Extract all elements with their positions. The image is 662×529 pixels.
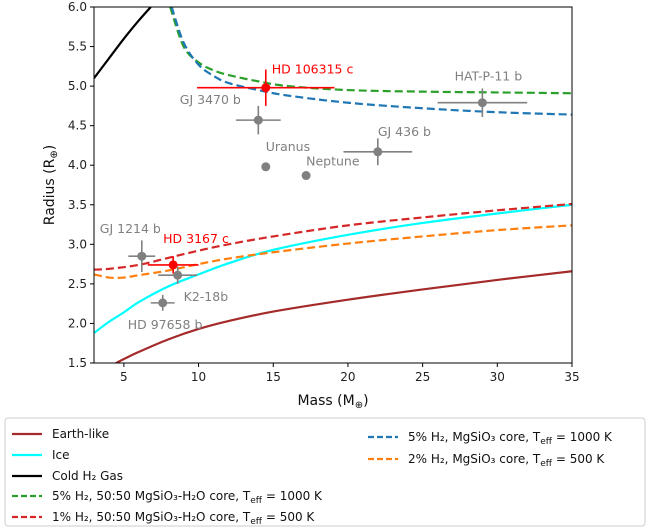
planet-label: HD 3167 c	[163, 231, 229, 246]
y-axis-label: Radius (R⊕)	[42, 145, 60, 225]
planet-label: Neptune	[306, 154, 360, 169]
legend-label: Ice	[52, 448, 70, 462]
legend-item-4: 1% H₂, 50:50 MgSiO₃-H₂O core, Teff = 500…	[12, 510, 315, 527]
model-curve-4	[94, 202, 572, 271]
planet-label: Uranus	[266, 139, 310, 154]
planet-points: HD 106315 c HAT-P-11 b GJ 3470 b GJ 436 b Ur…	[100, 62, 528, 332]
y-tick-label: 2.0	[68, 316, 87, 330]
planet-hd-3167-c: HD 3167 c	[147, 231, 229, 274]
planet-point	[168, 260, 178, 270]
legend: Earth-like Ice Cold H₂ Gas 5% H₂, 50:50 MgS…	[4, 417, 646, 527]
model-curve-1	[94, 203, 572, 334]
y-tick-label: 1.5	[68, 356, 87, 370]
planet-label: GJ 436 b	[378, 124, 431, 139]
planet-point	[373, 147, 383, 157]
planet-label: K2-18b	[184, 289, 229, 304]
planet-hd-106315-c: HD 106315 c	[197, 62, 353, 106]
legend-item-6: 2% H₂, MgSiO₃ core, Teff = 500 K	[368, 452, 605, 469]
x-tick-label: 5	[120, 370, 128, 384]
planet-point	[158, 298, 168, 308]
planet-point	[253, 115, 263, 125]
legend-item-0: Earth-like	[12, 427, 109, 441]
planet-point	[301, 171, 311, 181]
legend-box	[4, 417, 646, 527]
planet-hd-97658-b: HD 97658 b	[128, 294, 203, 332]
planet-gj-436-b: GJ 436 b	[343, 124, 431, 166]
legend-label: 5% H₂, MgSiO₃ core, Teff = 1000 K	[408, 430, 613, 447]
planet-label: GJ 1214 b	[100, 221, 161, 236]
y-tick-label: 5.0	[68, 79, 87, 93]
planet-point	[261, 162, 271, 172]
legend-label: Cold H₂ Gas	[52, 469, 123, 483]
x-axis-ticks: 5 10 15 20 25 30 35	[120, 363, 580, 384]
legend-item-1: Ice	[12, 448, 70, 462]
planet-hat-p-11-b: HAT-P-11 b	[437, 69, 528, 117]
x-axis-label: Mass (M⊕)	[297, 393, 368, 411]
y-tick-label: 4.0	[68, 158, 87, 172]
legend-label: 2% H₂, MgSiO₃ core, Teff = 500 K	[408, 452, 605, 469]
planet-neptune: Neptune	[301, 154, 360, 181]
planet-uranus: Uranus	[261, 139, 310, 172]
planet-k2-18b: K2-18b	[158, 266, 228, 304]
planet-label: HD 106315 c	[272, 62, 354, 77]
x-tick-label: 10	[191, 370, 206, 384]
planet-point	[173, 270, 183, 280]
legend-label: 1% H₂, 50:50 MgSiO₃-H₂O core, Teff = 500…	[52, 510, 315, 527]
planet-gj-1214-b: GJ 1214 b	[100, 221, 161, 273]
legend-item-5: 5% H₂, MgSiO₃ core, Teff = 1000 K	[368, 430, 613, 447]
planet-label: HAT-P-11 b	[455, 69, 523, 84]
x-tick-label: 35	[564, 370, 579, 384]
y-axis-ticks: 1.5 2.0 2.5 3.0 3.5 4.0 4.5 5.0 5.5 6.0	[68, 0, 94, 370]
planet-label: GJ 3470 b	[180, 92, 241, 107]
legend-label: 5% H₂, 50:50 MgSiO₃-H₂O core, Teff = 100…	[52, 489, 323, 506]
model-curves	[94, 7, 572, 363]
planet-point	[137, 251, 147, 261]
planet-point	[261, 83, 271, 93]
planet-label: HD 97658 b	[128, 317, 203, 332]
legend-item-3: 5% H₂, 50:50 MgSiO₃-H₂O core, Teff = 100…	[12, 489, 323, 506]
planet-gj-3470-b: GJ 3470 b	[180, 92, 281, 135]
legend-label: Earth-like	[52, 427, 109, 441]
y-tick-label: 4.5	[68, 119, 87, 133]
model-curve-5	[170, 7, 572, 116]
y-tick-label: 5.5	[68, 40, 87, 54]
model-curve-6	[94, 224, 572, 280]
y-tick-label: 6.0	[68, 0, 87, 14]
y-tick-label: 3.5	[68, 198, 87, 212]
legend-item-2: Cold H₂ Gas	[12, 469, 123, 483]
x-tick-label: 25	[415, 370, 430, 384]
y-tick-label: 2.5	[68, 277, 87, 291]
y-tick-label: 3.0	[68, 237, 87, 251]
model-curve-0	[113, 270, 572, 363]
x-tick-label: 15	[266, 370, 281, 384]
model-curve-2	[94, 7, 152, 79]
plot-frame	[93, 6, 573, 364]
x-tick-label: 30	[490, 370, 505, 384]
x-tick-label: 20	[340, 370, 355, 384]
planet-point	[477, 98, 487, 108]
